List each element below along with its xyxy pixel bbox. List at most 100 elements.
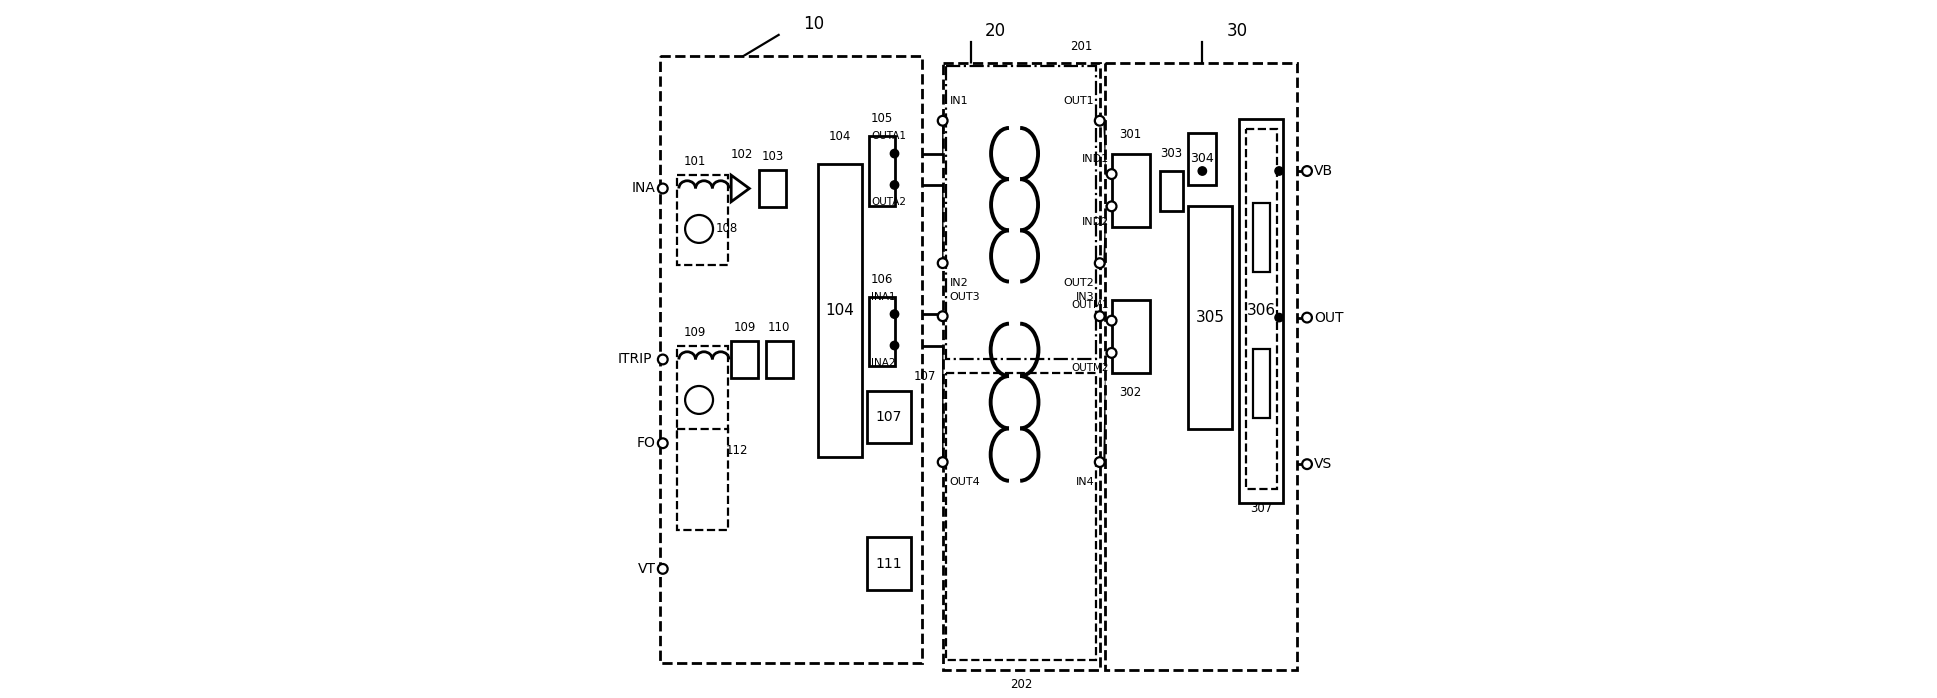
Text: 306: 306 (1245, 303, 1276, 318)
Bar (1160, 171, 1184, 211)
Circle shape (686, 215, 713, 243)
Bar (870, 297, 895, 366)
Bar (1240, 119, 1282, 503)
Text: 202: 202 (1009, 678, 1032, 690)
Circle shape (891, 149, 899, 158)
Text: 303: 303 (1160, 147, 1184, 160)
Circle shape (659, 355, 668, 364)
Bar (1245, 129, 1276, 489)
Text: 111: 111 (876, 556, 903, 571)
Circle shape (938, 116, 947, 126)
Text: 109: 109 (734, 321, 755, 334)
Text: IN1: IN1 (949, 96, 968, 106)
Text: 10: 10 (804, 15, 823, 34)
Circle shape (891, 181, 899, 189)
Circle shape (1106, 348, 1116, 358)
Text: 102: 102 (730, 149, 753, 161)
Circle shape (1302, 459, 1311, 469)
Bar (676, 174, 728, 265)
Text: OUT2: OUT2 (1063, 278, 1094, 288)
Text: INA1: INA1 (872, 292, 897, 302)
Bar (1112, 300, 1151, 373)
Bar (868, 391, 910, 443)
Circle shape (1275, 167, 1284, 175)
Text: 106: 106 (872, 273, 893, 285)
Bar (1112, 154, 1151, 227)
Text: 104: 104 (825, 303, 854, 318)
Circle shape (1106, 315, 1116, 325)
Text: VB: VB (1313, 164, 1333, 178)
Text: IND1: IND1 (1081, 154, 1108, 164)
Text: 301: 301 (1120, 128, 1143, 140)
Text: IN4: IN4 (1075, 477, 1094, 487)
Text: 103: 103 (761, 150, 783, 163)
Text: 302: 302 (1120, 387, 1143, 399)
Text: 107: 107 (914, 371, 936, 383)
Circle shape (659, 564, 668, 574)
Bar (676, 346, 728, 436)
Text: INA2: INA2 (872, 358, 897, 368)
Circle shape (1094, 258, 1104, 268)
Bar (870, 136, 895, 206)
Bar (945, 66, 1096, 359)
Text: 101: 101 (684, 156, 707, 168)
Circle shape (1302, 313, 1311, 322)
Circle shape (659, 438, 668, 448)
Circle shape (891, 310, 899, 318)
Text: 112: 112 (726, 444, 748, 456)
Bar (819, 164, 862, 457)
Bar (661, 56, 922, 663)
Text: 305: 305 (1195, 310, 1224, 325)
Circle shape (938, 311, 947, 321)
Bar (945, 373, 1096, 660)
Text: VT: VT (637, 562, 657, 576)
Bar (676, 429, 728, 530)
Bar (759, 170, 786, 207)
Text: 105: 105 (872, 112, 893, 125)
Circle shape (686, 386, 713, 414)
Text: 30: 30 (1226, 22, 1247, 40)
Text: INA: INA (631, 181, 657, 195)
Text: VS: VS (1313, 457, 1333, 471)
Text: IN3: IN3 (1075, 292, 1094, 302)
Text: 110: 110 (769, 321, 790, 334)
Bar (1189, 206, 1232, 429)
Bar (1253, 203, 1271, 272)
Text: OUT4: OUT4 (949, 477, 980, 487)
Text: OUTA2: OUTA2 (872, 198, 907, 207)
Text: OUTM1: OUTM1 (1071, 300, 1108, 311)
Bar (943, 63, 1100, 670)
Text: 104: 104 (829, 130, 850, 142)
Circle shape (1094, 311, 1104, 321)
Text: 20: 20 (984, 22, 1005, 40)
Text: OUTA1: OUTA1 (872, 131, 907, 141)
Circle shape (1106, 169, 1116, 179)
Circle shape (938, 258, 947, 268)
Circle shape (1199, 167, 1207, 175)
Circle shape (1094, 116, 1104, 126)
Bar (730, 341, 757, 378)
Circle shape (1302, 166, 1311, 176)
Text: FO: FO (637, 436, 657, 450)
Circle shape (891, 341, 899, 350)
Text: IND2: IND2 (1081, 216, 1108, 227)
Text: OUT1: OUT1 (1063, 96, 1094, 106)
Text: ITRIP: ITRIP (618, 352, 653, 366)
Text: 108: 108 (717, 223, 738, 235)
Text: OUTM2: OUTM2 (1071, 363, 1108, 373)
Circle shape (659, 184, 668, 193)
Text: 201: 201 (1071, 40, 1092, 53)
Text: IN2: IN2 (949, 278, 968, 288)
Circle shape (1275, 313, 1284, 322)
Circle shape (1094, 457, 1104, 467)
Text: OUT3: OUT3 (949, 292, 980, 302)
Text: 109: 109 (684, 327, 707, 339)
Text: OUT: OUT (1313, 311, 1344, 325)
Bar (765, 341, 792, 378)
Bar (1189, 133, 1216, 185)
Bar (1104, 63, 1296, 670)
Circle shape (938, 457, 947, 467)
Text: 304: 304 (1191, 152, 1214, 165)
Text: 307: 307 (1251, 502, 1273, 514)
Bar (1253, 349, 1271, 418)
